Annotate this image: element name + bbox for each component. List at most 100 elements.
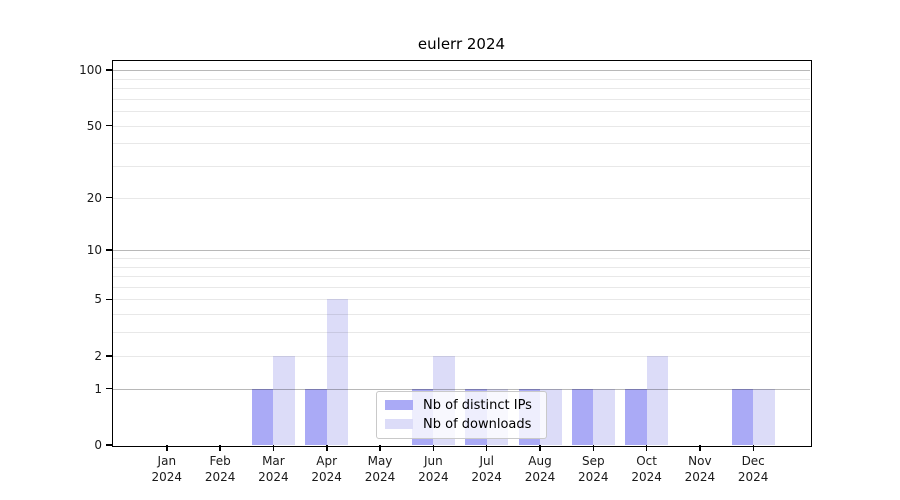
x-tick-label: May 2024 — [350, 454, 410, 485]
month-label: Apr — [316, 454, 338, 468]
year-label: 2024 — [684, 469, 716, 484]
x-axis-tick — [592, 445, 594, 451]
gridline-minor — [113, 286, 810, 288]
x-axis-tick — [485, 445, 488, 451]
x-axis-tick — [432, 445, 435, 451]
x-axis-tick — [272, 445, 275, 451]
x-axis-tick — [379, 445, 381, 451]
bar-distinct-ips — [571, 388, 594, 445]
bar-downloads — [326, 299, 349, 445]
x-axis-tick — [326, 445, 328, 451]
month-label: Jul — [479, 454, 494, 468]
month-label: Dec — [741, 454, 765, 468]
x-axis-tick — [166, 445, 168, 451]
y-tick-label: 20 — [86, 190, 102, 205]
x-tick-label: Feb 2024 — [190, 454, 250, 485]
year-label: 2024 — [578, 469, 609, 484]
bar-distinct-ips — [625, 388, 647, 445]
year-label: 2024 — [737, 469, 769, 484]
chart-title: eulerr 2024 — [417, 35, 506, 53]
y-tick-label: 10 — [86, 243, 102, 258]
month-label: Nov — [688, 454, 712, 468]
year-label: 2024 — [364, 469, 396, 484]
y-tick-label: 0 — [94, 438, 102, 452]
year-label: 2024 — [524, 469, 556, 484]
bar-distinct-ips — [731, 388, 754, 445]
month-label: May — [367, 454, 393, 468]
gridline-minor — [113, 299, 810, 301]
bar-distinct-ips — [305, 388, 327, 445]
x-axis-tick — [752, 445, 754, 451]
gridline-minor — [113, 197, 810, 199]
month-label: Sep — [581, 454, 605, 468]
gridline-minor — [113, 257, 810, 259]
gridline-minor — [113, 314, 810, 316]
bar-downloads — [273, 355, 295, 445]
legend-item: Nb of downloads — [385, 416, 538, 432]
x-tick-label: Apr 2024 — [297, 454, 357, 485]
year-label: 2024 — [631, 469, 662, 484]
year-label: 2024 — [204, 469, 236, 484]
gridline-minor — [113, 166, 810, 167]
gridline-minor — [113, 276, 810, 277]
y-tick-label: 2 — [94, 348, 102, 363]
gridline-major — [113, 250, 810, 252]
year-label: 2024 — [418, 469, 449, 484]
x-tick-label: Jul 2024 — [457, 454, 517, 485]
month-label: Mar — [262, 454, 285, 468]
y-axis-tick — [106, 298, 112, 301]
x-axis-tick — [219, 445, 221, 451]
x-tick-label: Dec 2024 — [723, 454, 783, 485]
y-tick-label: 50 — [86, 118, 102, 133]
gridline-minor — [113, 355, 810, 357]
y-axis-tick — [106, 69, 112, 71]
gridline-major — [113, 70, 810, 71]
y-axis-tick — [106, 387, 112, 390]
gridline-minor — [113, 111, 810, 112]
year-label: 2024 — [471, 469, 502, 484]
gridline-minor — [113, 332, 810, 334]
y-tick-label: 100 — [79, 63, 102, 77]
legend-swatch — [385, 400, 413, 410]
legend: Nb of distinct IPs Nb of downloads — [376, 391, 547, 439]
month-label: Jan — [157, 454, 177, 468]
year-label: 2024 — [258, 469, 289, 484]
x-tick-label: Jan 2024 — [137, 454, 197, 485]
x-axis-tick — [699, 445, 701, 451]
year-label: 2024 — [151, 469, 183, 484]
gridline-minor — [113, 78, 810, 80]
legend-label: Nb of downloads — [423, 416, 532, 432]
y-axis-tick — [106, 355, 112, 357]
legend-label: Nb of distinct IPs — [423, 397, 532, 413]
y-tick-label: 1 — [94, 381, 102, 396]
bar-downloads — [646, 355, 669, 445]
legend-swatch — [385, 419, 413, 429]
month-label: Jun — [424, 454, 443, 468]
y-axis-tick — [106, 444, 112, 446]
x-tick-label: Aug 2024 — [510, 454, 570, 485]
gridline-minor — [113, 266, 810, 268]
y-axis-tick — [106, 249, 112, 251]
x-tick-label: Nov 2024 — [670, 454, 730, 485]
gridline-major — [113, 388, 810, 390]
bar-downloads — [593, 388, 615, 445]
x-tick-label: Sep 2024 — [563, 454, 623, 485]
month-label: Aug — [528, 454, 552, 468]
year-label: 2024 — [311, 469, 342, 484]
x-axis-tick — [645, 445, 648, 451]
gridline-minor — [113, 143, 810, 145]
gridline-minor — [113, 98, 810, 100]
y-tick-label: 5 — [94, 292, 102, 307]
bar-distinct-ips — [251, 388, 274, 445]
x-tick-label: Oct 2024 — [617, 454, 677, 485]
y-axis-tick — [106, 196, 112, 199]
x-tick-label: Mar 2024 — [243, 454, 303, 485]
bar-downloads — [753, 388, 775, 445]
gridline-minor — [113, 87, 810, 89]
plot-area: Nb of distinct IPs Nb of downloads — [111, 59, 812, 447]
y-axis-tick — [106, 124, 112, 127]
x-tick-label: Jun 2024 — [403, 454, 463, 485]
gridline-minor — [113, 125, 810, 127]
legend-item: Nb of distinct IPs — [385, 397, 538, 413]
